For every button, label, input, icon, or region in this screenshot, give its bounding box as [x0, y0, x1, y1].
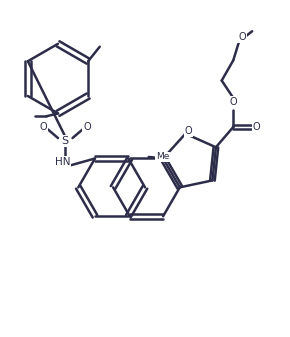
Text: Me: Me	[156, 152, 169, 161]
Text: S: S	[62, 136, 69, 146]
Text: O: O	[184, 126, 192, 136]
Text: O: O	[229, 97, 237, 107]
Text: O: O	[253, 122, 260, 132]
Text: O: O	[40, 122, 47, 132]
Text: O: O	[83, 122, 91, 132]
Text: HN: HN	[55, 157, 70, 167]
Text: O: O	[238, 32, 246, 42]
